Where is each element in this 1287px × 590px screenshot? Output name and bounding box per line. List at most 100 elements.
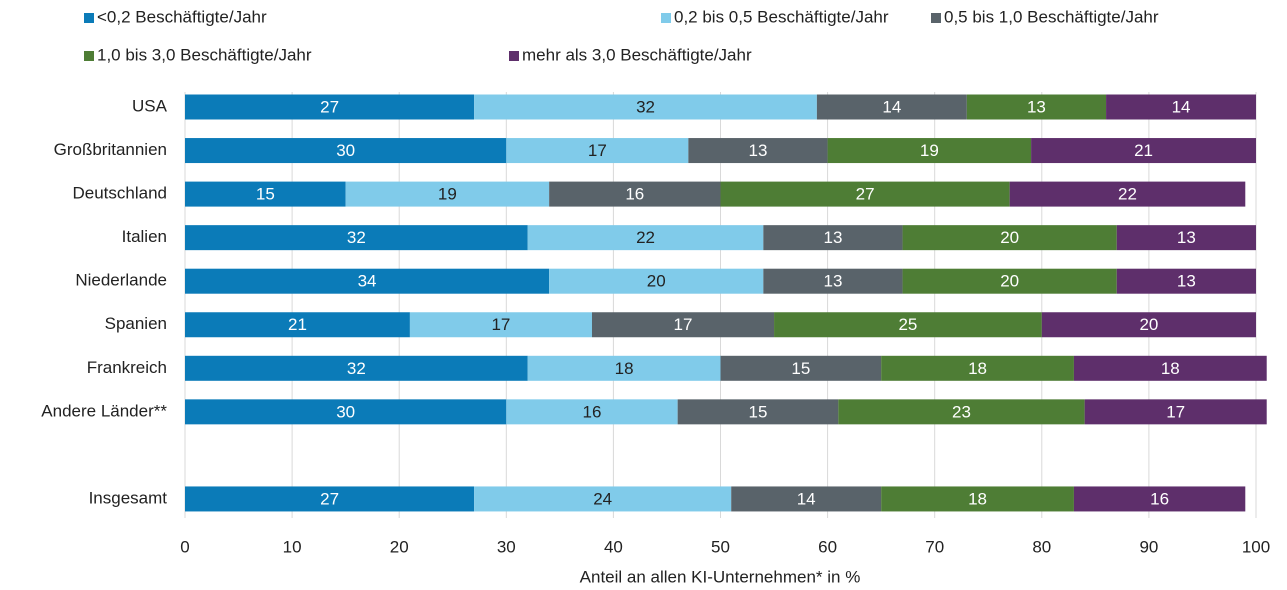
data-label: 27 [320,489,339,508]
legend-swatch [509,51,519,61]
data-label: 20 [1000,228,1019,247]
data-label: 32 [347,359,366,378]
data-label: 18 [968,359,987,378]
bar-segment [549,181,721,207]
data-label: 21 [1134,141,1153,160]
data-label: 14 [1172,97,1191,116]
bar-segment [527,355,721,381]
bar-segment [185,312,410,338]
bar-segment [1084,399,1267,425]
data-label: 24 [593,489,612,508]
x-tick-label: 100 [1242,537,1270,556]
legend-label: 0,2 bis 0,5 Beschäftigte/Jahr [674,7,889,26]
data-label: 18 [1161,359,1180,378]
y-tick-label: Andere Länder** [41,401,167,420]
x-tick-label: 60 [818,537,837,556]
data-label: 13 [749,141,768,160]
data-label: 25 [898,315,917,334]
data-label: 27 [320,97,339,116]
bar-segment [409,312,592,338]
data-label: 34 [358,272,377,291]
data-label: 16 [625,185,644,204]
data-label: 13 [823,272,842,291]
bar-segment [185,181,346,207]
data-label: 17 [674,315,693,334]
bar-segment [827,138,1032,164]
data-label: 19 [920,141,939,160]
y-tick-label: Insgesamt [89,488,168,507]
bar-segment [816,94,967,120]
x-tick-label: 10 [283,537,302,556]
bar-segment [185,225,528,251]
data-label: 14 [882,97,901,116]
data-label: 20 [1000,272,1019,291]
y-tick-label: Niederlande [75,271,167,290]
data-label: 13 [1027,97,1046,116]
bar-segment [966,94,1107,120]
legend-label: mehr als 3,0 Beschäftigte/Jahr [522,45,752,64]
bar-segment [549,268,764,294]
bar-segment [1116,225,1256,251]
data-label: 15 [791,359,810,378]
x-tick-label: 30 [497,537,516,556]
y-tick-label: USA [132,96,168,115]
legend-label: 1,0 bis 3,0 Beschäftigte/Jahr [97,45,312,64]
bar-segment [720,355,882,381]
data-label: 13 [1177,228,1196,247]
data-label: 18 [615,359,634,378]
data-label: 20 [647,272,666,291]
bar-segment [527,225,764,251]
bar-segment [677,399,839,425]
x-tick-label: 70 [925,537,944,556]
x-tick-label: 40 [604,537,623,556]
data-label: 17 [1166,402,1185,421]
bar-segment [763,225,903,251]
bar-segment [185,94,475,120]
bar-segment [1031,138,1256,164]
data-label: 27 [856,185,875,204]
data-label: 20 [1139,315,1158,334]
bar-segment [1009,181,1246,207]
data-label: 19 [438,185,457,204]
data-label: 13 [823,228,842,247]
bar-segment [1106,94,1256,120]
x-tick-label: 0 [180,537,189,556]
bar-segment [902,268,1117,294]
legend-swatch [84,13,94,23]
bar-segment [506,138,689,164]
bar-segment [881,486,1074,512]
data-label: 30 [336,141,355,160]
bar-segment [881,355,1074,381]
data-label: 21 [288,315,307,334]
y-tick-label: Spanien [105,314,167,333]
bar-segment [474,486,732,512]
bar-segment [591,312,775,338]
data-label: 17 [491,315,510,334]
data-label: 22 [636,228,655,247]
bar-segment [185,399,507,425]
bar-segment [185,268,550,294]
data-label: 16 [583,402,602,421]
bar-segment [838,399,1085,425]
bar-segment [185,486,475,512]
bar-segment [185,355,528,381]
bar-segment [345,181,550,207]
legend-swatch [84,51,94,61]
data-label: 14 [797,489,816,508]
bar-segment [731,486,882,512]
bar-segment [1073,355,1267,381]
x-tick-label: 90 [1139,537,1158,556]
x-tick-label: 20 [390,537,409,556]
bar-segment [1073,486,1246,512]
bar-segment [1041,312,1256,338]
data-label: 30 [336,402,355,421]
x-axis-title: Anteil an allen KI-Unternehmen* in % [580,567,861,586]
data-label: 32 [636,97,655,116]
y-tick-label: Frankreich [87,358,167,377]
bar-segment [774,312,1042,338]
x-tick-label: 50 [711,537,730,556]
bar-segment [902,225,1117,251]
data-label: 18 [968,489,987,508]
bar-segment [474,94,817,120]
legend-label: <0,2 Beschäftigte/Jahr [97,7,267,26]
